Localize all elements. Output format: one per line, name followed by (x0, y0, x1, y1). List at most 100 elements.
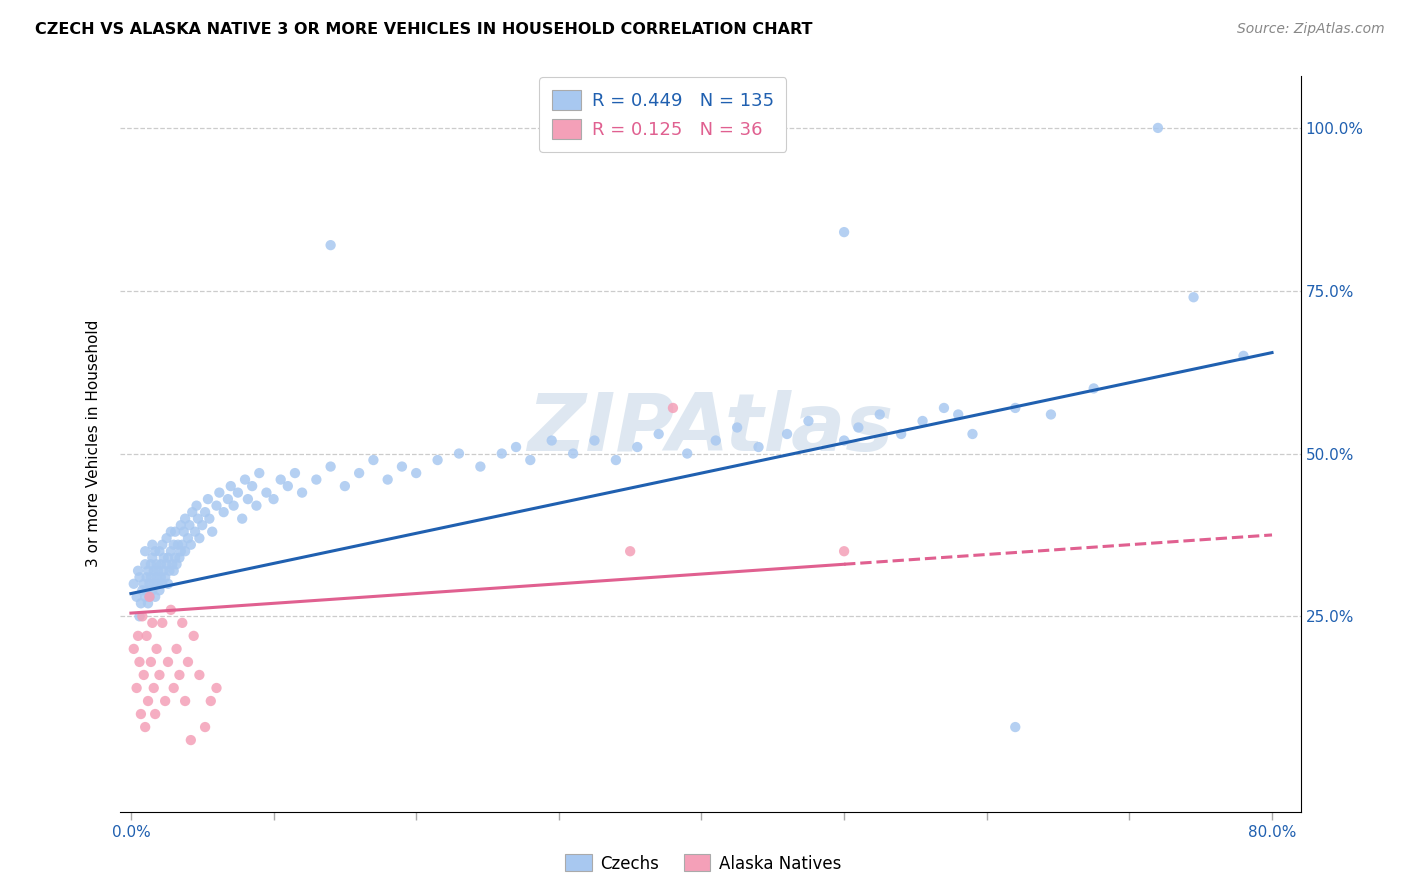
Point (141, 615, 163, 630)
Point (188, 531, 211, 545)
Point (132, 576, 155, 591)
Text: CZECH VS ALASKA NATIVE 3 OR MORE VEHICLES IN HOUSEHOLD CORRELATION CHART: CZECH VS ALASKA NATIVE 3 OR MORE VEHICLE… (35, 22, 813, 37)
Point (519, 453, 541, 467)
Point (198, 511, 221, 525)
Point (156, 655, 179, 669)
Point (156, 576, 179, 591)
Point (270, 473, 292, 487)
Point (125, 681, 148, 695)
Point (948, 408, 970, 422)
Point (797, 414, 820, 428)
Point (138, 590, 160, 604)
Y-axis label: 3 or more Vehicles in Household: 3 or more Vehicles in Household (86, 320, 101, 567)
Point (134, 590, 156, 604)
Point (170, 544, 193, 558)
Point (194, 505, 217, 519)
Point (169, 668, 191, 682)
Point (245, 499, 267, 513)
Point (135, 570, 157, 584)
Point (160, 544, 183, 558)
Point (145, 570, 167, 584)
Point (208, 485, 231, 500)
Point (205, 499, 228, 513)
Point (138, 590, 160, 604)
Point (180, 538, 202, 552)
Point (1147, 120, 1170, 135)
Point (132, 668, 155, 682)
Point (150, 576, 173, 591)
Point (226, 485, 249, 500)
Point (319, 238, 342, 252)
Point (160, 524, 183, 539)
Point (131, 609, 153, 624)
Point (162, 558, 184, 572)
Point (890, 427, 912, 442)
Point (186, 499, 208, 513)
Point (869, 408, 891, 422)
Point (153, 694, 176, 708)
Point (142, 564, 165, 578)
Point (848, 420, 870, 434)
Point (219, 479, 242, 493)
Point (240, 479, 263, 493)
Point (165, 524, 187, 539)
Point (405, 466, 427, 480)
Point (662, 401, 685, 415)
Point (491, 446, 513, 460)
Point (174, 694, 197, 708)
Point (1182, 290, 1205, 304)
Point (447, 446, 470, 460)
Point (747, 440, 769, 454)
Point (172, 615, 194, 630)
Point (138, 576, 160, 591)
Point (134, 544, 156, 558)
Point (153, 570, 176, 584)
Point (201, 524, 224, 539)
Point (129, 706, 152, 721)
Point (148, 583, 170, 598)
Point (165, 550, 187, 565)
Point (136, 596, 159, 610)
Point (150, 615, 173, 630)
Point (149, 570, 172, 584)
Point (540, 434, 562, 448)
Point (247, 466, 270, 480)
Point (135, 583, 157, 598)
Point (139, 655, 162, 669)
Point (184, 524, 207, 539)
Point (305, 473, 328, 487)
Point (129, 596, 152, 610)
Point (127, 564, 149, 578)
Point (173, 524, 195, 539)
Point (128, 570, 150, 584)
Point (141, 538, 163, 552)
Point (146, 576, 169, 591)
Point (284, 466, 307, 480)
Point (832, 544, 855, 558)
Point (136, 694, 159, 708)
Point (377, 473, 399, 487)
Point (200, 694, 222, 708)
Point (776, 427, 799, 442)
Point (187, 511, 209, 525)
Point (583, 434, 606, 448)
Point (128, 609, 150, 624)
Point (1004, 720, 1026, 734)
Point (188, 668, 211, 682)
Point (149, 558, 172, 572)
Point (277, 479, 299, 493)
Point (1232, 349, 1254, 363)
Point (319, 459, 342, 474)
Point (911, 414, 934, 428)
Point (163, 538, 186, 552)
Text: ZIPAtlas: ZIPAtlas (527, 390, 893, 468)
Point (962, 427, 984, 442)
Point (676, 446, 699, 460)
Point (470, 459, 492, 474)
Point (179, 518, 201, 533)
Point (134, 720, 156, 734)
Point (177, 531, 200, 545)
Point (205, 681, 228, 695)
Point (233, 473, 256, 487)
Point (141, 550, 163, 565)
